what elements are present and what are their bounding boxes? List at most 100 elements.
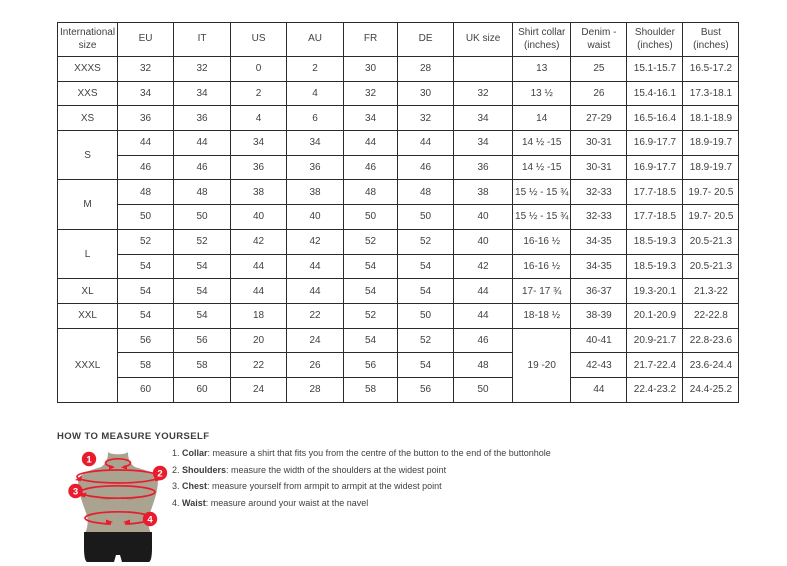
instruction-label: Chest — [182, 481, 208, 491]
table-cell: 20 — [230, 327, 288, 354]
table-cell: 46 — [453, 327, 514, 354]
instruction-collar: 1. Collar: measure a shirt that fits you… — [172, 449, 551, 458]
table-row: XXS 34 34 2 4 32 30 32 13 ½ 26 15.4-16.1 17.3-18.1 — [56, 80, 740, 107]
badge-3-number: 3 — [73, 486, 78, 497]
table-cell: 15 ½ - 15 ¾ — [512, 179, 572, 206]
table-cell: 50 — [397, 302, 455, 329]
table-cell: 22 — [286, 302, 345, 329]
table-row: XS 36 36 4 6 34 32 34 14 27-29 16.5-16.4 18.1-18.9 — [56, 105, 740, 132]
column-header: Shoulder (inches) — [626, 22, 684, 57]
table-cell: 25 — [570, 56, 628, 82]
table-cell: 16-16 ½ — [512, 228, 572, 255]
table-cell: 17.7-18.5 — [626, 179, 684, 206]
chest-arrow-left — [79, 492, 87, 498]
table-cell: 34 — [286, 130, 345, 156]
instruction-number: 2. — [172, 464, 180, 475]
table-cell: 0 — [230, 56, 288, 82]
table-row: XXXS 32 32 0 2 30 28 13 25 15.1-15.7 16.5-17.2 — [56, 56, 740, 82]
table-row: 60 60 24 28 58 56 50 44 22.4-23.2 24.4-25.2 — [58, 376, 740, 403]
table-row: L 52 52 42 42 52 52 40 16-16 ½ 34-35 18.5-19.3 20.5… — [56, 228, 740, 280]
table-cell: 44 — [397, 130, 455, 156]
table-cell: 18.5-19.3 — [626, 253, 684, 280]
table-cell: 56 — [343, 352, 399, 378]
table-cell: 38 — [230, 179, 288, 206]
table-cell: 30-31 — [570, 154, 628, 181]
table-cell: 30 — [343, 56, 399, 82]
table-cell: 15 ½ - 15 ¾ — [512, 204, 572, 230]
badge-1-number: 1 — [86, 454, 92, 465]
table-cell: 16.5-16.4 — [626, 105, 684, 132]
table-cell: 54 — [397, 352, 455, 378]
instruction-text: : measure a shirt that fits you from the… — [207, 448, 551, 458]
table-cell: 38 — [453, 179, 514, 206]
column-header: Bust (inches) — [682, 22, 740, 57]
table-cell: 52 — [117, 228, 175, 255]
table-cell: 36 — [173, 105, 232, 132]
table-cell: XXS — [56, 80, 119, 107]
table-cell: 52 — [397, 327, 455, 354]
table-cell: 58 — [173, 352, 232, 378]
table-cell: 19.7- 20.5 — [682, 179, 740, 206]
table-cell: 34 — [230, 130, 288, 156]
table-cell: 17.3-18.1 — [682, 80, 740, 107]
table-cell: 19.7- 20.5 — [682, 204, 740, 230]
table-cell: 46 — [397, 154, 455, 181]
instruction-label: Waist — [182, 497, 206, 508]
column-header: Denim - waist — [570, 22, 628, 57]
instruction-number: 1. — [172, 448, 180, 458]
table-cell: 52 — [343, 302, 399, 329]
instruction-text: : measure yourself from armpit to armpit… — [207, 481, 442, 491]
table-cell: XS — [56, 105, 119, 132]
table-cell: 16.9-17.7 — [626, 154, 684, 181]
table-cell: 56 — [117, 327, 175, 354]
table-cell: 22.8-23.6 — [682, 327, 740, 354]
table-cell: 50 — [453, 376, 514, 403]
table-row: 46 46 36 36 46 46 36 14 ½ -15 30-31 16.9-17.7 18.9… — [58, 154, 740, 181]
table-cell: 6 — [286, 105, 345, 132]
table-cell: 50 — [343, 204, 399, 230]
table-cell: 14 ½ -15 — [512, 154, 572, 181]
table-cell: 34 — [117, 80, 175, 107]
table-cell: 22.4-23.2 — [626, 376, 684, 403]
table-cell: 44 — [343, 130, 399, 156]
table-header: International size EU IT US AU FR DE UK size Shi… — [56, 22, 740, 57]
table-cell: 52 — [343, 228, 399, 255]
table-cell: 36 — [453, 154, 514, 181]
table-cell: 54 — [397, 278, 455, 304]
table-cell: M — [56, 179, 119, 230]
table-cell: 18.9-19.7 — [682, 154, 740, 181]
column-header: IT — [173, 22, 232, 57]
table-cell: 44 — [173, 130, 232, 156]
table-cell: 36 — [286, 154, 345, 181]
table-cell: 54 — [343, 327, 399, 354]
table-row: XXXL 56 56 20 24 54 52 46 19 -20 40-41 20.9-21.7 22… — [56, 327, 740, 403]
table-cell: XXL — [56, 302, 119, 329]
table-cell: 48 — [173, 179, 232, 206]
table-cell: 22 — [230, 352, 288, 378]
collar-arrow-left — [121, 465, 127, 470]
table-cell: 32 — [453, 80, 514, 107]
table-cell: 34-35 — [570, 228, 628, 255]
table-cell: 18 — [230, 302, 288, 329]
table-cell: 42-43 — [570, 352, 628, 378]
table-cell: 54 — [173, 253, 232, 280]
table-cell: 38 — [286, 179, 345, 206]
table-cell: 24.4-25.2 — [682, 376, 740, 403]
table-cell: 19.3-20.1 — [626, 278, 684, 304]
table-cell: 16-16 ½ — [512, 253, 572, 280]
table-cell: 18.1-18.9 — [682, 105, 740, 132]
table-cell: 44 — [453, 302, 514, 329]
table-cell: 32-33 — [570, 179, 628, 206]
shoulder-arrow-left — [75, 475, 82, 482]
table-cell: 44 — [286, 278, 345, 304]
measure-mannequin-figure: 1 2 3 4 — [68, 451, 168, 562]
table-cell: 17- 17 ¾ — [512, 278, 572, 304]
table-cell — [453, 56, 514, 82]
table-cell: 20.5-21.3 — [682, 228, 740, 255]
table-cell: 58 — [117, 352, 175, 378]
table-cell: 15.4-16.1 — [626, 80, 684, 107]
badge-1-circle — [81, 451, 97, 467]
table-row: 54 54 44 44 54 54 42 16-16 ½ 34-35 18.5-19.3 20.5-… — [58, 253, 740, 280]
table-cell: 40 — [453, 204, 514, 230]
instruction-text: : measure around your waist at the navel — [205, 497, 369, 508]
